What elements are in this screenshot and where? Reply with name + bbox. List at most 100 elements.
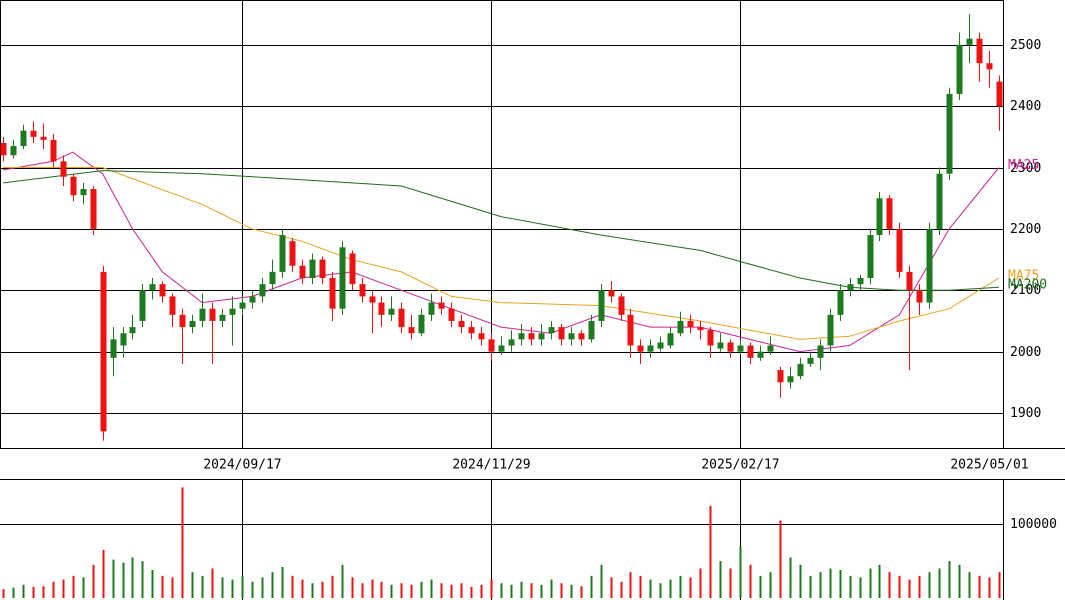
volume-bar xyxy=(520,581,523,598)
candle-body xyxy=(837,290,844,315)
candle-body xyxy=(857,278,864,285)
volume-bar xyxy=(22,584,25,598)
y-tick-label: 2100 xyxy=(1010,283,1041,298)
volume-bar xyxy=(610,577,613,598)
volume-bar xyxy=(550,579,553,598)
price-panel xyxy=(0,0,1004,449)
candle-body xyxy=(667,333,674,346)
candle-body xyxy=(787,376,794,383)
volume-bar xyxy=(739,546,742,598)
volume-bar xyxy=(629,572,632,598)
candle-body xyxy=(319,259,326,279)
volume-bar xyxy=(400,583,403,598)
volume-bar xyxy=(779,520,782,598)
candle-body xyxy=(329,278,336,309)
candle-body xyxy=(139,290,146,321)
candle-body xyxy=(657,342,664,349)
candle-body xyxy=(568,333,575,340)
volume-bar xyxy=(221,577,224,598)
volume-bar xyxy=(560,583,563,598)
y-tick-label: 2200 xyxy=(1010,222,1041,237)
candle-body xyxy=(916,290,923,303)
candle-body xyxy=(0,142,7,156)
candle-body xyxy=(378,302,385,315)
volume-bar xyxy=(42,586,45,598)
candle-body xyxy=(677,320,684,334)
volume-bar xyxy=(12,587,15,598)
candle-body xyxy=(339,247,346,309)
candle-body xyxy=(408,327,415,334)
candle-body xyxy=(80,189,87,196)
candle-body xyxy=(767,345,774,352)
volume-bar xyxy=(460,583,463,598)
volume-bar xyxy=(510,584,513,598)
candle-body xyxy=(129,327,136,334)
candle-body xyxy=(986,63,993,70)
candle-body xyxy=(369,296,376,303)
volume-bar xyxy=(72,575,75,598)
candle-body xyxy=(867,235,874,279)
candle-body xyxy=(946,93,953,174)
candle-body xyxy=(388,308,395,315)
candle-body xyxy=(239,302,246,309)
volume-bar xyxy=(62,579,65,598)
volume-bar xyxy=(261,577,264,598)
candle-body xyxy=(996,81,1003,107)
candle-body xyxy=(697,327,704,331)
candle-body xyxy=(10,146,17,156)
candle-body xyxy=(289,241,296,266)
volume-bar xyxy=(530,583,533,598)
volume-bar xyxy=(928,572,931,598)
candle-body xyxy=(100,271,107,432)
candle-body xyxy=(478,333,485,340)
volume-bar xyxy=(809,575,812,598)
volume-bar xyxy=(52,581,55,598)
moving-average-label: MA25 xyxy=(1008,158,1039,173)
candle-body xyxy=(199,308,206,321)
volume-bar xyxy=(361,583,364,598)
candle-body xyxy=(976,38,983,64)
moving-average-label: MA75 xyxy=(1008,269,1039,284)
candle-body xyxy=(269,271,276,285)
volume-bar xyxy=(600,564,603,598)
candle-body xyxy=(588,320,595,340)
x-tick-label: 2024/09/17 xyxy=(203,458,281,473)
volume-bar xyxy=(410,584,413,598)
volume-bar xyxy=(978,575,981,598)
candle-body xyxy=(747,345,754,358)
candle-body xyxy=(558,327,565,340)
volume-bar xyxy=(171,577,174,598)
volume-bar xyxy=(331,575,334,598)
candle-body xyxy=(299,265,306,279)
candle-body xyxy=(498,345,505,352)
candle-body xyxy=(20,130,27,147)
candle-body xyxy=(458,320,465,328)
volume-bar xyxy=(958,564,961,598)
x-tick-label: 2025/02/17 xyxy=(701,458,779,473)
candle-body xyxy=(518,333,525,340)
candle-body xyxy=(727,342,734,352)
volume-bar xyxy=(231,579,234,598)
candle-body xyxy=(189,320,196,328)
candle-body xyxy=(707,330,714,346)
y-tick-label: 2400 xyxy=(1010,99,1041,114)
volume-bar xyxy=(420,581,423,598)
candle-body xyxy=(90,189,97,229)
volume-bar xyxy=(390,584,393,598)
candle-body xyxy=(608,290,615,297)
y-tick-label: 2000 xyxy=(1010,345,1041,360)
candle-body xyxy=(618,296,625,315)
volume-bar xyxy=(898,575,901,598)
volume-bar xyxy=(888,572,891,598)
candle-body xyxy=(120,333,127,346)
volume-bar xyxy=(281,567,284,598)
candle-body xyxy=(229,308,236,315)
y-tick-label: 1900 xyxy=(1010,406,1041,421)
volume-bar xyxy=(998,572,1001,598)
candle-body xyxy=(149,284,156,291)
volume-bar xyxy=(819,572,822,598)
candle-body xyxy=(896,228,903,272)
volume-bar xyxy=(141,561,144,598)
volume-bar xyxy=(82,577,85,598)
candle-body xyxy=(737,345,744,352)
